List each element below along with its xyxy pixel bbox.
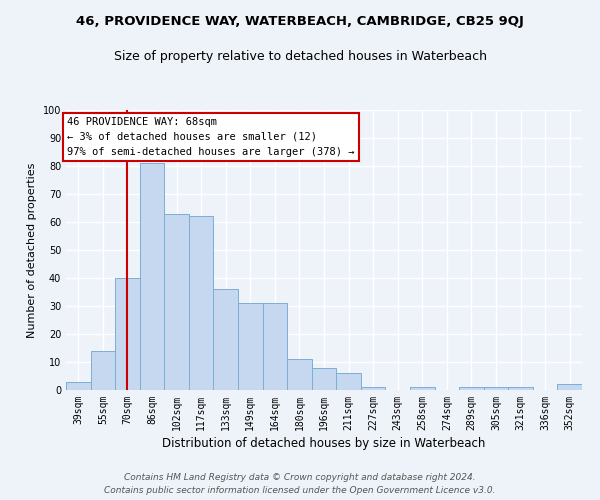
Text: 46 PROVIDENCE WAY: 68sqm
← 3% of detached houses are smaller (12)
97% of semi-de: 46 PROVIDENCE WAY: 68sqm ← 3% of detache… (67, 117, 355, 156)
Bar (287, 359, 312, 390)
Text: Size of property relative to detached houses in Waterbeach: Size of property relative to detached ho… (113, 50, 487, 63)
Bar (164, 214, 189, 390)
Bar (484, 387, 508, 390)
Bar (214, 289, 238, 390)
Y-axis label: Number of detached properties: Number of detached properties (27, 162, 37, 338)
Bar (66, 382, 91, 390)
X-axis label: Distribution of detached houses by size in Waterbeach: Distribution of detached houses by size … (163, 437, 485, 450)
Bar (189, 216, 214, 390)
Bar (91, 351, 115, 390)
Bar (557, 384, 582, 390)
Bar (312, 368, 336, 390)
Bar (410, 387, 434, 390)
Bar (238, 303, 263, 390)
Bar (336, 373, 361, 390)
Bar (263, 303, 287, 390)
Bar (361, 387, 385, 390)
Bar (140, 163, 164, 390)
Bar (508, 387, 533, 390)
Text: 46, PROVIDENCE WAY, WATERBEACH, CAMBRIDGE, CB25 9QJ: 46, PROVIDENCE WAY, WATERBEACH, CAMBRIDG… (76, 15, 524, 28)
Bar (115, 278, 140, 390)
Bar (459, 387, 484, 390)
Text: Contains HM Land Registry data © Crown copyright and database right 2024.
Contai: Contains HM Land Registry data © Crown c… (104, 474, 496, 495)
